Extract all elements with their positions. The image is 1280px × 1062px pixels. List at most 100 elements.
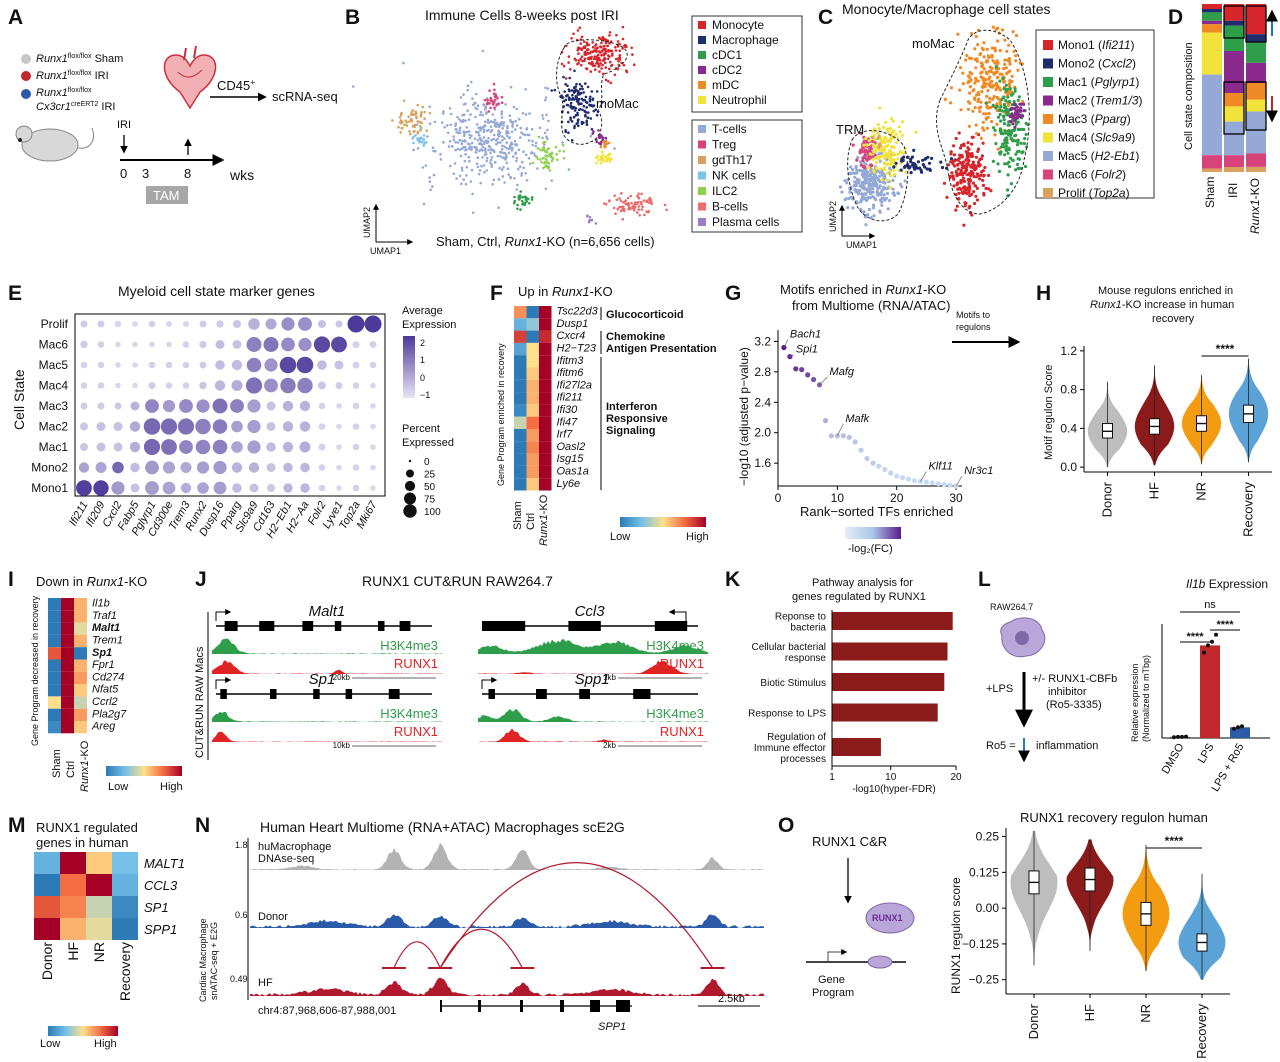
j-exon (488, 689, 495, 699)
m-col-label: Donor (39, 942, 55, 980)
umap-point (983, 165, 987, 170)
umap-point (991, 103, 995, 107)
umap-point (949, 150, 953, 154)
legend-label-t-cells: T-cells (712, 122, 747, 136)
umap-point (415, 123, 419, 126)
legend-swatch-b-cells (698, 202, 706, 211)
umap-point (1014, 122, 1018, 127)
umap-point (876, 193, 880, 197)
umap-point (584, 82, 587, 85)
umap-point (1011, 158, 1015, 162)
umap-point (564, 98, 568, 102)
j-runx1-track (212, 660, 442, 674)
g-label-leader (837, 423, 844, 436)
umap-point (1008, 69, 1012, 73)
umap-point (952, 153, 957, 157)
heart-icon (163, 45, 217, 110)
umap-point (602, 47, 606, 51)
umap-point (448, 107, 452, 110)
e-dot (352, 484, 360, 492)
umap-point (583, 57, 587, 61)
f-row-label: H2−T23 (557, 343, 597, 355)
o-gene-prog-1: Gene (818, 974, 845, 986)
umap-point (464, 182, 468, 186)
e-dot (132, 382, 138, 389)
umap-point (976, 147, 981, 151)
umap-point (411, 109, 415, 112)
umap-point (591, 45, 595, 49)
j-exon (399, 621, 411, 631)
e-dot (214, 380, 226, 391)
umap-point (640, 208, 644, 211)
umap-point (536, 167, 539, 170)
j-exon (220, 689, 227, 699)
f-heat-cell (526, 318, 539, 331)
umap-point (489, 120, 493, 123)
umap-point (1022, 102, 1026, 106)
umap-point (558, 149, 561, 153)
e-avg-title-2: Expression (402, 319, 456, 331)
umap-point (973, 81, 977, 85)
umap-point (496, 154, 500, 158)
cell-icon (1000, 617, 1046, 658)
e-dot (298, 337, 312, 352)
umap-point (590, 61, 594, 65)
umap-point (928, 168, 932, 172)
g-point-label: Nr3c1 (964, 465, 993, 477)
g-point (793, 366, 799, 372)
legend-swatch-treg (698, 140, 706, 149)
f-row-label: Isg15 (557, 453, 585, 465)
l-ylabel-2: (Normalized to mTbp) (1141, 655, 1151, 742)
umap-point (863, 150, 867, 154)
umap-point (546, 166, 549, 169)
umap-point (999, 105, 1003, 109)
umap-point (618, 53, 622, 57)
umap-point (957, 191, 961, 195)
umap-point (869, 192, 873, 196)
e-dot (266, 401, 276, 411)
umap-point (1015, 143, 1020, 147)
i-heat-cell (48, 647, 61, 660)
umap-point (546, 87, 550, 90)
umap-point (970, 170, 974, 174)
umap-point (465, 130, 469, 134)
umap-point (977, 164, 981, 168)
b-legend-box-2 (691, 119, 803, 233)
umap-point (888, 169, 893, 173)
umap-point (487, 144, 491, 148)
umap-point (486, 98, 489, 102)
e-state-label: Prolif (41, 317, 69, 331)
a-scrna: scRNA-seq (272, 89, 338, 104)
umap-point (458, 126, 462, 130)
umap-point (462, 93, 465, 96)
d-bar-segment (1224, 121, 1244, 156)
umap-point (556, 158, 559, 162)
umap-point (1008, 81, 1012, 85)
umap-point (481, 113, 485, 117)
umap-point (400, 126, 404, 130)
umap-point (892, 173, 896, 177)
f-heat-cell (514, 392, 527, 405)
umap-point (1007, 160, 1011, 164)
c-legend-label-mac1: Mac1 (Pglyrp1) (1058, 75, 1139, 89)
umap-point (888, 149, 893, 153)
umap-point (593, 55, 596, 58)
umap-point (585, 41, 589, 45)
umap-point (1000, 28, 1005, 32)
e-dot (231, 462, 243, 473)
umap-point (493, 106, 496, 109)
g-point (811, 376, 817, 383)
umap-point (566, 103, 570, 107)
d-bar-segment (1202, 168, 1222, 172)
e-dot (97, 382, 105, 389)
h-y-tick-label: 0.4 (1060, 421, 1077, 435)
umap-point (921, 163, 925, 167)
umap-point (600, 41, 603, 45)
umap-point (1007, 100, 1012, 104)
umap-point (571, 93, 574, 97)
umap-point (599, 161, 603, 165)
umap-point (580, 35, 584, 39)
n-track3: HF (258, 977, 273, 989)
umap-point (608, 34, 611, 37)
f-row-label: Ifi27l2a (557, 379, 592, 391)
